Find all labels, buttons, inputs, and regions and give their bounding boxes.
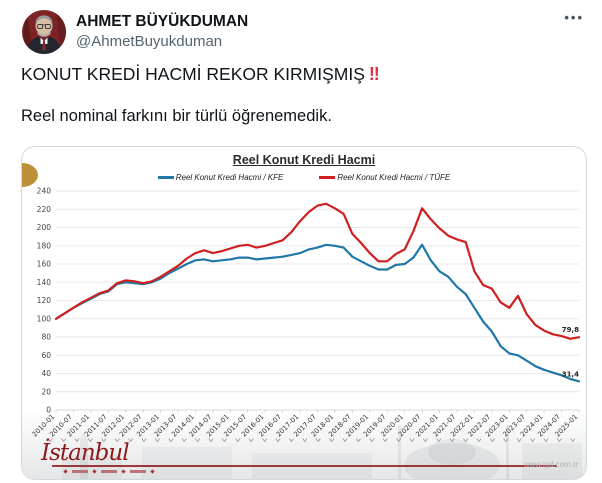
gold-ribbon-decoration (22, 163, 38, 187)
logo-subtext-decoration (63, 469, 155, 474)
legend-swatch (157, 176, 174, 179)
svg-text:80: 80 (41, 333, 51, 342)
legend-swatch (319, 176, 336, 179)
chart-title: Reel Konut Kredi Hacmi (232, 153, 376, 167)
svg-text:140: 140 (37, 278, 52, 287)
svg-text:60: 60 (41, 351, 51, 360)
istanbul-logo: İstanbul (41, 440, 130, 466)
svg-text:20: 20 (41, 387, 51, 396)
chart-legend: Reel Konut Kredi Hacmi / KFE Reel Konut K… (22, 173, 586, 182)
more-menu-icon[interactable]: ••• (564, 10, 584, 25)
svg-text:180: 180 (37, 241, 52, 250)
source-url: www.igd.com.tr (523, 460, 578, 469)
legend-item: Reel Konut Kredi Hacmi / KFE (157, 173, 283, 182)
tweet-image[interactable]: 0 20 40 60 80 100 120 140 160 180 200 220 240 2010-01… (21, 146, 587, 480)
avatar[interactable] (22, 10, 66, 54)
svg-text:0: 0 (46, 406, 51, 415)
tweet-text-line2: Reel nominal farkını bir türlü öğrenemed… (21, 107, 332, 125)
svg-text:200: 200 (37, 223, 52, 232)
svg-text:220: 220 (37, 205, 52, 214)
avatar-image (22, 10, 66, 54)
svg-text:120: 120 (37, 296, 52, 305)
svg-text:40: 40 (41, 369, 51, 378)
svg-text:79,8: 79,8 (562, 326, 579, 334)
svg-text:240: 240 (37, 187, 52, 196)
double-exclamation-emoji: ‼ (368, 64, 380, 84)
svg-text:100: 100 (37, 314, 52, 323)
legend-item: Reel Konut Kredi Hacmi / TÜFE (319, 173, 450, 182)
svg-text:31,4: 31,4 (562, 370, 579, 378)
svg-text:160: 160 (37, 260, 52, 269)
chart-svg: 0204060801001201401601802002202402010-01… (22, 187, 586, 479)
display-name[interactable]: AHMET BÜYÜKDUMAN (76, 13, 249, 30)
tweet-text-line1: KONUT KREDİ HACMİ REKOR KIRMIŞMIŞ ‼ (21, 64, 380, 84)
logo-underline (52, 465, 557, 467)
user-handle[interactable]: @AhmetBuyukduman (76, 33, 223, 51)
